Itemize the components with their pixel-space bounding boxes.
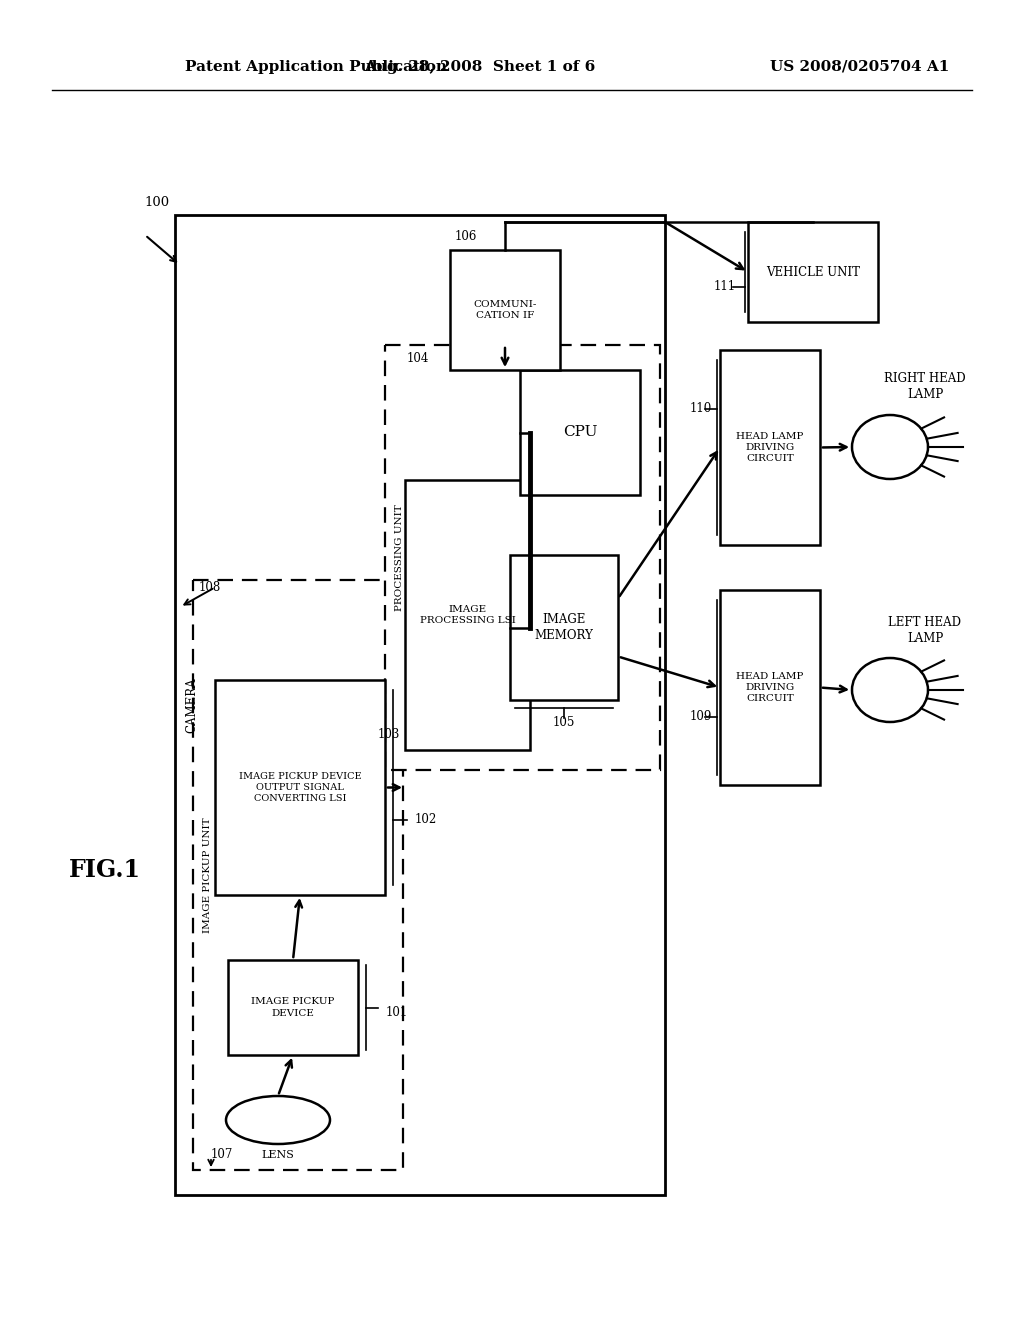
- Text: IMAGE
PROCESSING LSI: IMAGE PROCESSING LSI: [420, 605, 515, 626]
- Text: IMAGE PICKUP DEVICE
OUTPUT SIGNAL
CONVERTING LSI: IMAGE PICKUP DEVICE OUTPUT SIGNAL CONVER…: [239, 772, 361, 803]
- Text: CAMERA: CAMERA: [185, 677, 199, 733]
- Bar: [510, 554, 618, 700]
- Text: 105: 105: [553, 715, 575, 729]
- Ellipse shape: [852, 414, 928, 479]
- Bar: [450, 249, 560, 370]
- Bar: [520, 370, 640, 495]
- Text: HEAD LAMP
DRIVING
CIRCUIT: HEAD LAMP DRIVING CIRCUIT: [736, 432, 804, 463]
- Bar: [720, 590, 820, 785]
- Text: LEFT HEAD
LAMP: LEFT HEAD LAMP: [889, 615, 962, 644]
- Bar: [175, 215, 665, 1195]
- Text: HEAD LAMP
DRIVING
CIRCUIT: HEAD LAMP DRIVING CIRCUIT: [736, 672, 804, 704]
- Bar: [228, 960, 358, 1055]
- Text: COMMUNI-
CATION IF: COMMUNI- CATION IF: [473, 300, 537, 319]
- Ellipse shape: [852, 657, 928, 722]
- Text: 101: 101: [386, 1006, 409, 1019]
- Text: 108: 108: [199, 581, 221, 594]
- Text: RIGHT HEAD
LAMP: RIGHT HEAD LAMP: [884, 372, 966, 401]
- Bar: [406, 480, 530, 750]
- Ellipse shape: [226, 1096, 330, 1144]
- Text: CPU: CPU: [563, 425, 597, 440]
- Text: 107: 107: [211, 1148, 233, 1162]
- Bar: [385, 345, 660, 770]
- Text: IMAGE PICKUP UNIT: IMAGE PICKUP UNIT: [203, 817, 212, 933]
- Text: 102: 102: [415, 813, 437, 826]
- Text: VEHICLE UNIT: VEHICLE UNIT: [766, 265, 860, 279]
- Text: 109: 109: [689, 710, 712, 723]
- Bar: [720, 350, 820, 545]
- Text: Aug. 28, 2008  Sheet 1 of 6: Aug. 28, 2008 Sheet 1 of 6: [365, 59, 596, 74]
- Text: Patent Application Publication: Patent Application Publication: [185, 59, 447, 74]
- Text: 100: 100: [144, 197, 170, 210]
- Text: 104: 104: [407, 352, 429, 366]
- Text: PROCESSING UNIT: PROCESSING UNIT: [394, 504, 403, 611]
- Bar: [748, 222, 878, 322]
- Text: LENS: LENS: [261, 1150, 295, 1160]
- Bar: [215, 680, 385, 895]
- Text: 110: 110: [690, 403, 712, 414]
- Text: 111: 111: [714, 281, 736, 293]
- Text: 106: 106: [455, 230, 477, 243]
- Text: 103: 103: [378, 729, 400, 742]
- Text: IMAGE PICKUP
DEVICE: IMAGE PICKUP DEVICE: [251, 998, 335, 1018]
- Bar: [193, 579, 403, 1170]
- Text: IMAGE
MEMORY: IMAGE MEMORY: [535, 612, 594, 642]
- Text: FIG.1: FIG.1: [69, 858, 141, 882]
- Text: US 2008/0205704 A1: US 2008/0205704 A1: [770, 59, 949, 74]
